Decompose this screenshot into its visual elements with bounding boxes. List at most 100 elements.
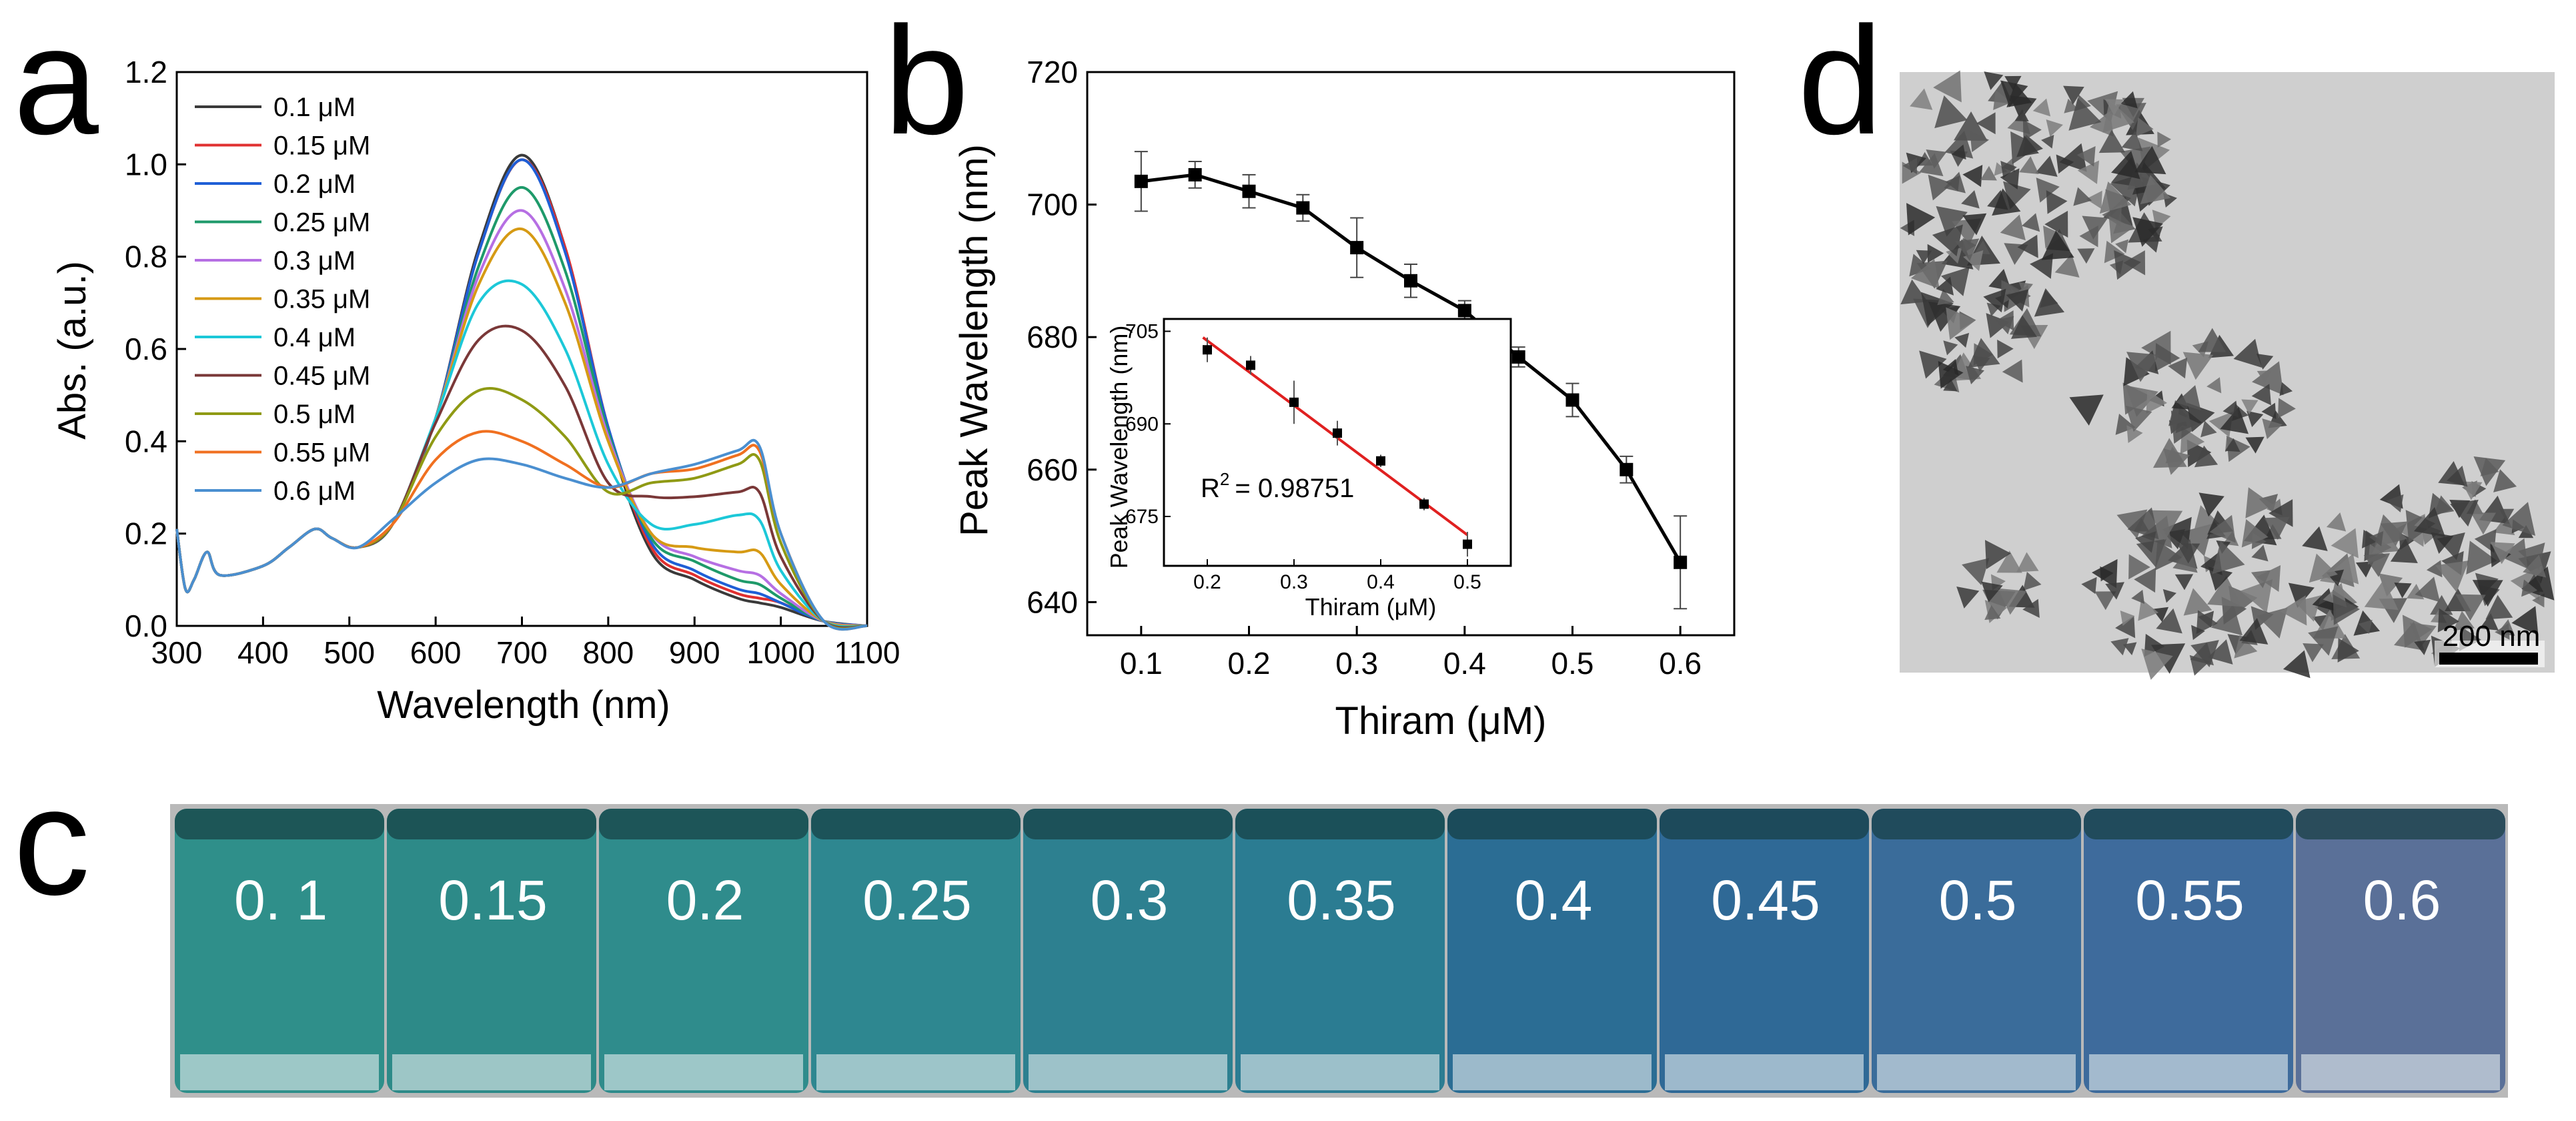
tem-nanoparticle [1996, 550, 2022, 573]
tem-nanoparticle [2511, 606, 2539, 635]
vial [1872, 809, 2081, 1093]
panel-a-x-tick-label: 600 [410, 635, 462, 670]
vial-meniscus [1235, 809, 1445, 839]
tem-nanoparticle [2331, 528, 2359, 558]
tem-nanoparticle [2329, 553, 2359, 585]
tem-nanoparticle [2120, 91, 2138, 109]
tem-nanoparticle [2086, 190, 2102, 210]
panel-b-y-tick-label: 660 [1027, 452, 1078, 487]
panel-a-x-tick-label: 300 [151, 635, 203, 670]
vial-meniscus [1872, 809, 2081, 839]
tem-nanoparticle [2134, 567, 2156, 593]
tem-nanoparticle [2046, 119, 2063, 137]
tem-nanoparticle [2191, 625, 2205, 641]
tem-nanoparticle [2198, 492, 2224, 517]
tem-nanoparticle [1906, 203, 1936, 236]
tem-nanoparticle [2126, 352, 2160, 382]
panel-b-y-tick-label: 680 [1027, 320, 1078, 354]
vial-concentration-label: 0.45 [1711, 869, 1820, 931]
vial-meniscus [1660, 809, 1869, 839]
tem-nanoparticle [2157, 131, 2171, 147]
tem-nanoparticle [2152, 607, 2169, 623]
tem-nanoparticle [2222, 400, 2239, 418]
tem-nanoparticle [2036, 177, 2060, 203]
panel-b-y-tick-label: 640 [1027, 585, 1078, 619]
tem-nanoparticle [2035, 155, 2058, 177]
tem-nanoparticle [2212, 540, 2245, 575]
vial-concentration-label: 0.2 [666, 869, 744, 931]
tem-nanoparticle [1996, 310, 2014, 331]
tem-nanoparticle [1974, 240, 1990, 255]
tem-nanoparticle [2499, 508, 2515, 522]
tem-nanoparticle [2283, 650, 2311, 679]
tem-nanoparticle [2240, 579, 2273, 613]
panel-a-x-tick-label: 700 [496, 635, 548, 670]
panel-b: b 0.1 0.2 0.3 0.4 0.5 0.6 640 660 680 700 720 Thir… [884, 0, 1736, 743]
tem-nanoparticle [2091, 558, 2118, 589]
tem-nanoparticle [1968, 338, 2000, 368]
tem-nanoparticle [1932, 224, 1963, 257]
tem-nanoparticle [2355, 561, 2374, 578]
tem-nanoparticle [2121, 131, 2143, 151]
tem-nanoparticle [1984, 71, 2004, 90]
vial-base [1029, 1054, 1227, 1090]
tem-nanoparticle [2256, 565, 2281, 593]
tem-nanoparticle [2252, 361, 2284, 396]
tem-nanoparticle [1936, 276, 1954, 296]
tem-nanoparticle [2046, 190, 2068, 214]
vial [599, 809, 808, 1093]
inset-x-axis-title: Thiram (μM) [1305, 593, 1437, 621]
tem-nanoparticle [2493, 469, 2517, 492]
panel-a-y-axis-title: Abs. (a.u.) [51, 261, 94, 440]
tem-nanoparticle [2233, 338, 2262, 368]
tem-nanoparticle [2099, 181, 2132, 214]
tem-nanoparticle [2146, 390, 2168, 414]
tem-nanoparticle [2394, 583, 2412, 599]
panel-d: d 200 nm [1798, 0, 2555, 680]
tem-nanoparticle [2471, 512, 2496, 535]
tem-nanoparticle [2120, 611, 2135, 626]
tem-nanoparticle [2111, 151, 2140, 179]
panel-a-legend-label: 0.1 μM [273, 93, 356, 122]
tem-nanoparticle [1981, 581, 2003, 603]
tem-nanoparticle [2308, 626, 2339, 656]
vial [1023, 809, 1233, 1093]
panel-a-series-line [175, 438, 868, 631]
tem-nanoparticle [2154, 540, 2182, 571]
panel-a-x-tick-label: 500 [324, 635, 375, 670]
tem-nanoparticle [1927, 244, 1944, 263]
tem-nanoparticle [2116, 102, 2146, 131]
tem-nanoparticle [1902, 157, 1918, 174]
tem-nanoparticle [2523, 554, 2547, 578]
inset-data-point [1333, 428, 1342, 438]
inset-r2-superscript: 2 [1220, 469, 1229, 489]
tem-nanoparticle [2148, 510, 2183, 540]
panel-b-x-tick-label: 0.2 [1228, 646, 1271, 681]
tem-nanoparticle [2044, 210, 2068, 238]
tem-nanoparticle [1955, 238, 1980, 261]
tem-nanoparticle [2108, 216, 2134, 244]
tem-nanoparticle [1966, 366, 1984, 384]
vial-concentration-label: 0.3 [1091, 869, 1169, 931]
panel-a-x-tick-label: 400 [237, 635, 289, 670]
vial [811, 809, 1021, 1093]
tem-nanoparticle [2246, 410, 2264, 428]
tem-nanoparticle [2032, 98, 2051, 117]
panel-c: c 0. 1 0.15 0.2 0.25 0.3 0.35 0.4 0.45 0.5 0.55 0.… [13, 755, 2508, 1098]
tem-nanoparticle [2386, 494, 2404, 512]
tem-nanoparticle [1962, 213, 1987, 236]
vial-concentration-label: 0.15 [438, 869, 548, 931]
tem-nanoparticle [2196, 610, 2218, 635]
inset-data-point [1289, 397, 1299, 407]
tem-nanoparticle [2034, 288, 2065, 317]
tem-nanoparticle [2472, 580, 2503, 607]
inset-data-point [1203, 345, 1212, 355]
vial [1660, 809, 1869, 1093]
tem-nanoparticle [1956, 586, 1980, 609]
tem-nanoparticle [2257, 370, 2272, 384]
tem-nanoparticle [2288, 583, 2315, 608]
tem-nanoparticle [2207, 639, 2233, 665]
panel-b-data-point [1404, 274, 1417, 288]
inset-x-tick-label: 0.5 [1453, 571, 1481, 593]
